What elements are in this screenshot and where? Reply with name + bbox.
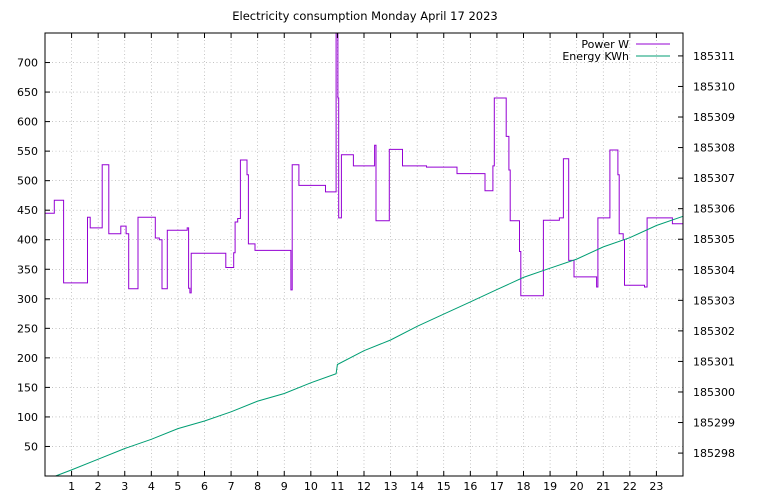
- y-tick-label: 250: [17, 322, 38, 335]
- x-tick-label: 8: [254, 480, 261, 493]
- x-tick-label: 3: [121, 480, 128, 493]
- y-tick-label: 650: [17, 86, 38, 99]
- x-tick-label: 4: [148, 480, 155, 493]
- x-tick-label: 11: [330, 480, 344, 493]
- x-tick-label: 5: [174, 480, 181, 493]
- y-tick-label: 400: [17, 234, 38, 247]
- x-tick-label: 22: [623, 480, 637, 493]
- x-tick-label: 1: [68, 480, 75, 493]
- y-tick-label: 50: [24, 440, 38, 453]
- y2-tick-label: 185304: [693, 264, 735, 277]
- chart-title: Electricity consumption Monday April 17 …: [232, 9, 497, 23]
- x-tick-label: 13: [384, 480, 398, 493]
- y-tick-label: 550: [17, 145, 38, 158]
- y-tick-label: 450: [17, 204, 38, 217]
- grid: [45, 33, 683, 476]
- axis-ticks: 1 2 3 4 5 6 7 8 9 10 11 12 13 14 15 16 17 18 19 20 21 22 23501…: [17, 33, 735, 493]
- y2-tick-label: 185301: [693, 355, 735, 368]
- y2-tick-label: 185309: [693, 111, 735, 124]
- x-tick-label: 6: [201, 480, 208, 493]
- series-layer: [45, 32, 684, 477]
- x-tick-label: 10: [304, 480, 318, 493]
- x-tick-label: 23: [649, 480, 663, 493]
- y-tick-label: 200: [17, 352, 38, 365]
- y-tick-label: 300: [17, 293, 38, 306]
- y2-tick-label: 185311: [693, 50, 735, 63]
- y2-tick-label: 185300: [693, 386, 735, 399]
- x-tick-label: 19: [543, 480, 557, 493]
- x-tick-label: 21: [596, 480, 610, 493]
- x-tick-label: 14: [410, 480, 424, 493]
- x-tick-label: 17: [490, 480, 504, 493]
- y-tick-label: 500: [17, 175, 38, 188]
- y-tick-label: 150: [17, 381, 38, 394]
- series-line-energy: [55, 215, 684, 477]
- legend-label: Power W: [581, 38, 629, 51]
- series-line-power: [45, 32, 683, 297]
- y2-tick-label: 185302: [693, 325, 735, 338]
- y2-tick-label: 185303: [693, 294, 735, 307]
- y2-tick-label: 185305: [693, 233, 735, 246]
- x-tick-label: 16: [463, 480, 477, 493]
- y-tick-label: 100: [17, 411, 38, 424]
- y-tick-label: 600: [17, 116, 38, 129]
- y2-tick-label: 185306: [693, 203, 735, 216]
- x-tick-label: 20: [570, 480, 584, 493]
- x-tick-label: 2: [95, 480, 102, 493]
- y-tick-label: 700: [17, 57, 38, 70]
- y2-tick-label: 185299: [693, 417, 735, 430]
- y2-tick-label: 185307: [693, 172, 735, 185]
- legend-label: Energy KWh: [562, 50, 629, 63]
- x-tick-label: 15: [437, 480, 451, 493]
- y2-tick-label: 185310: [693, 80, 735, 93]
- x-tick-label: 9: [281, 480, 288, 493]
- x-tick-label: 12: [357, 480, 371, 493]
- y-tick-label: 350: [17, 263, 38, 276]
- y2-tick-label: 185308: [693, 142, 735, 155]
- y2-tick-label: 185298: [693, 447, 735, 460]
- x-tick-label: 7: [228, 480, 235, 493]
- x-tick-label: 18: [517, 480, 531, 493]
